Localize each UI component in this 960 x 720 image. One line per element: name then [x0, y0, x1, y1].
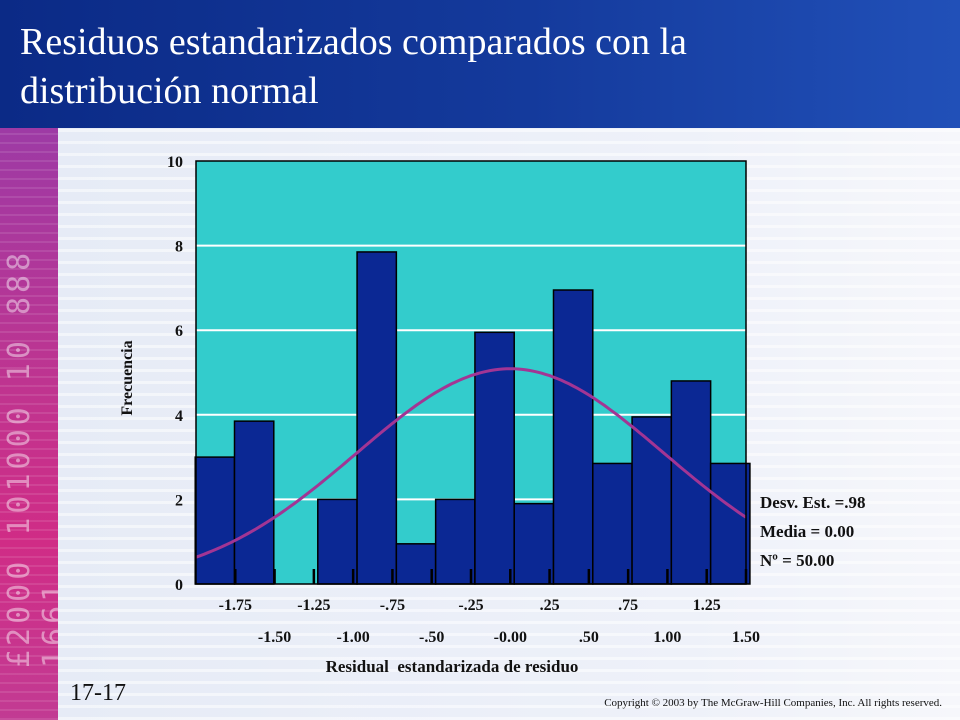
y-tick-label: 4 [175, 408, 183, 425]
histogram-bar [552, 289, 594, 585]
histogram-bar [513, 502, 555, 585]
y-tick-label: 2 [175, 492, 183, 509]
x-tick-label: -1.25 [297, 597, 330, 614]
y-axis-label: Frecuencia [119, 340, 136, 415]
x-tick-label: -1.75 [219, 597, 252, 614]
histogram-bar [592, 462, 633, 585]
histogram-bar [670, 380, 712, 585]
histogram-bar [709, 462, 751, 585]
x-axis: -1.75 -1.25 -.75 -.25 .25 .75 1.25 -1.50 -1.00 -.… [219, 569, 760, 646]
x-tick-label: -1.00 [336, 629, 369, 646]
normal-curve [195, 367, 747, 559]
x-tick-label: 1.25 [693, 597, 721, 614]
x-tick-label: .75 [618, 597, 638, 614]
x-tick-label: 1.50 [732, 629, 760, 646]
x-tick-label: .50 [579, 629, 599, 646]
stat-std-dev: Desv. Est. =.98 [760, 493, 866, 512]
y-tick-label: 0 [175, 577, 183, 594]
title-line-2: distribución normal [20, 70, 319, 112]
slide-number: 17-17 [70, 680, 126, 706]
x-tick-label: -.50 [419, 629, 444, 646]
title-band [0, 0, 960, 128]
x-tick-label: 1.00 [653, 629, 681, 646]
histogram-bar [233, 420, 275, 585]
y-axis: 0 2 4 6 8 10 [167, 154, 183, 594]
stat-mean: Media = 0.00 [760, 522, 854, 541]
y-tick-label: 6 [175, 323, 183, 340]
copyright-notice: Copyright © 2003 by The McGraw-Hill Comp… [604, 697, 942, 709]
stat-n: Nº = 50.00 [760, 551, 834, 570]
x-axis-label: Residual estandarizada de residuo [326, 657, 579, 676]
x-tick-label: -0.00 [494, 629, 527, 646]
bars [194, 251, 751, 585]
decorative-strip: £2000 101000 10 888 1661 [0, 128, 72, 720]
x-tick-label: -1.50 [258, 629, 291, 646]
y-tick-label: 8 [175, 239, 183, 256]
y-tick-label: 10 [167, 154, 183, 171]
histogram-bar [317, 498, 358, 585]
histogram-bar [434, 498, 476, 585]
slide-title: Residuos estandarizados comparados con l… [20, 18, 920, 116]
x-tick-label: .25 [540, 597, 560, 614]
x-tick-label: -.75 [380, 597, 405, 614]
histogram-bar [356, 251, 398, 585]
title-line-1: Residuos estandarizados comparados con l… [20, 21, 687, 63]
x-tick-label: -.25 [458, 597, 483, 614]
histogram-bar [395, 543, 437, 585]
histogram-bar [194, 456, 236, 585]
